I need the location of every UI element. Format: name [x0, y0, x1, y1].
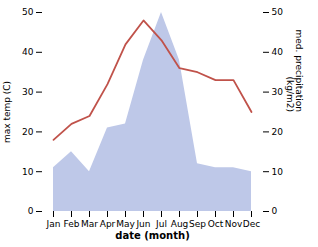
svg-text:Jul: Jul: [155, 219, 167, 229]
svg-text:20: 20: [22, 127, 34, 137]
svg-text:Apr: Apr: [100, 219, 116, 229]
svg-text:0: 0: [272, 206, 278, 216]
svg-text:20: 20: [272, 127, 284, 137]
svg-text:Sep: Sep: [189, 219, 206, 229]
svg-text:50: 50: [272, 7, 284, 17]
svg-text:date (month): date (month): [115, 230, 189, 241]
svg-text:10: 10: [22, 167, 34, 177]
svg-text:40: 40: [272, 47, 284, 57]
svg-text:Oct: Oct: [208, 219, 224, 229]
svg-text:50: 50: [22, 7, 34, 17]
svg-text:0: 0: [28, 206, 34, 216]
svg-text:Dec: Dec: [243, 219, 260, 229]
svg-text:30: 30: [22, 87, 34, 97]
svg-text:May: May: [116, 219, 135, 229]
svg-text:Nov: Nov: [225, 219, 243, 229]
svg-text:med. precipitation(kg/m2): med. precipitation(kg/m2): [285, 30, 304, 112]
svg-text:Feb: Feb: [64, 219, 80, 229]
svg-text:Jan: Jan: [46, 219, 61, 229]
svg-text:Mar: Mar: [81, 219, 98, 229]
svg-text:max temp (C): max temp (C): [2, 81, 12, 143]
svg-text:Jun: Jun: [135, 219, 150, 229]
svg-text:30: 30: [272, 87, 284, 97]
svg-text:10: 10: [272, 167, 284, 177]
svg-text:Aug: Aug: [171, 219, 189, 229]
svg-text:40: 40: [22, 47, 34, 57]
